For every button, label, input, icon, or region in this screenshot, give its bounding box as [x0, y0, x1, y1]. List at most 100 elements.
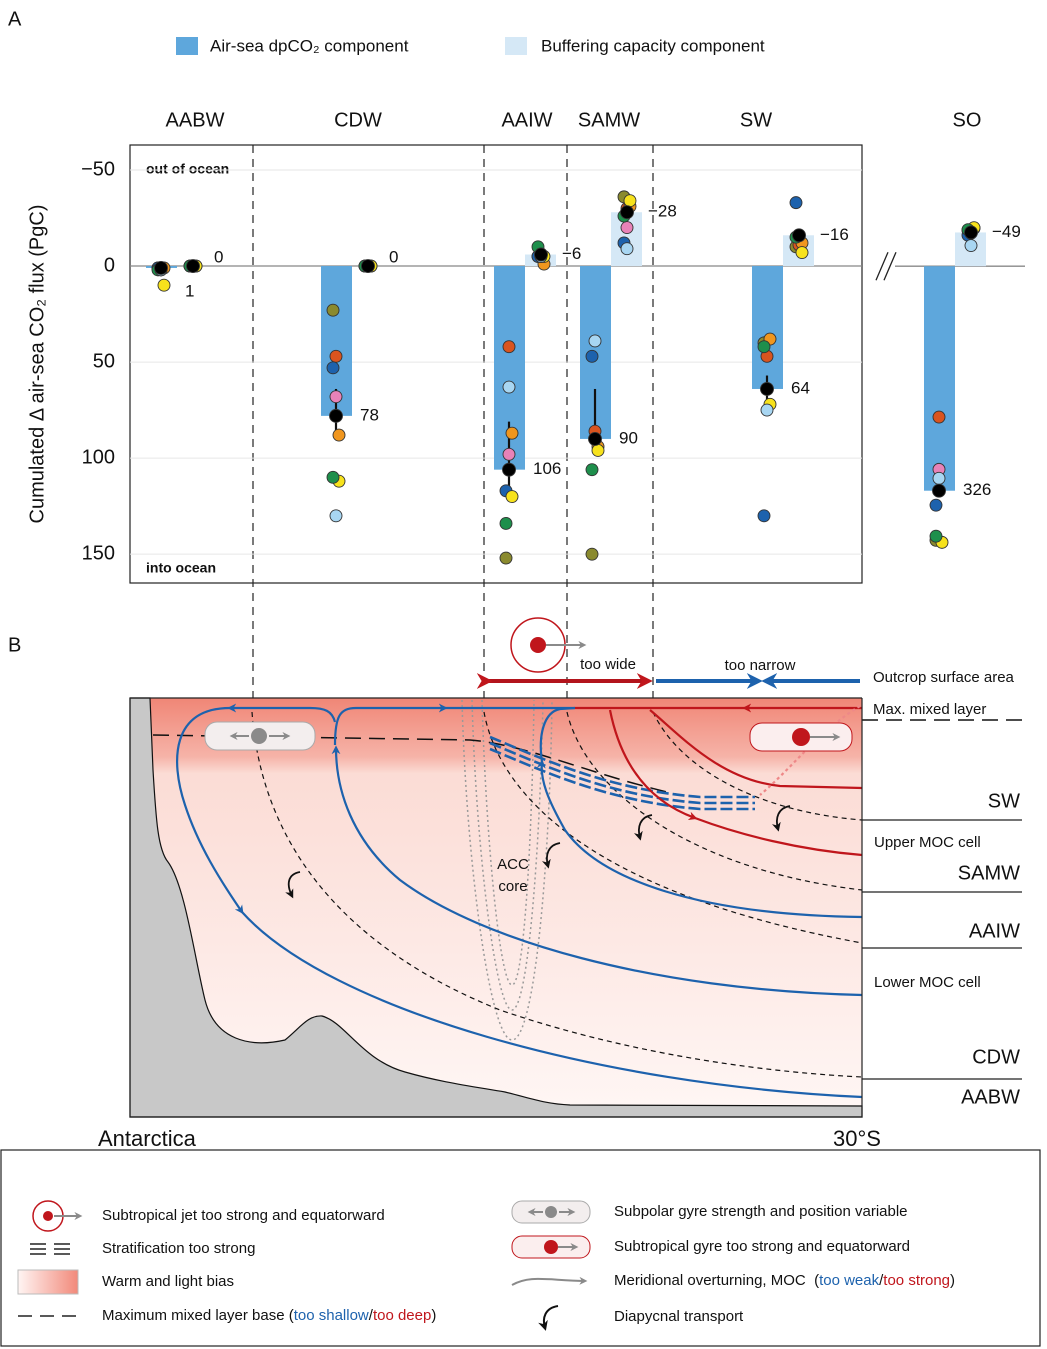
acc-core-contours — [471, 699, 544, 1011]
axis-break — [875, 251, 889, 281]
legend-text: too deep — [373, 1307, 431, 1324]
data-label: 106 — [533, 459, 561, 478]
legend-swatch — [505, 37, 527, 55]
data-label: −6 — [562, 244, 581, 263]
mean-point — [792, 228, 806, 243]
moc-weak — [539, 706, 576, 763]
legend-label: Air-sea dpCO₂ component — [210, 36, 409, 55]
diapycnal-arrow — [634, 814, 653, 841]
annotation: too wide — [580, 656, 636, 673]
stratification — [489, 735, 755, 799]
mean-point — [361, 259, 375, 273]
data-label: 0 — [389, 248, 398, 267]
model-point — [929, 529, 943, 543]
category-label: SO — [953, 109, 982, 131]
axis-break — [883, 251, 897, 281]
isopycnal — [251, 711, 863, 1078]
category-label: AAIW — [501, 109, 552, 131]
moc-strong — [608, 709, 698, 821]
annotation: Max. mixed layer — [873, 701, 986, 718]
legend-text: Meridional overturning, MOC ( — [614, 1272, 819, 1289]
moc-strong — [649, 709, 863, 790]
column-divider — [252, 145, 654, 740]
acc-core-contours — [461, 699, 553, 1041]
annotation: out of ocean — [146, 161, 229, 177]
moc-weak — [176, 703, 863, 1099]
moc-strong — [759, 705, 861, 796]
moc-strong — [575, 703, 863, 857]
legend-text: too weak — [819, 1272, 880, 1289]
moc-weak — [333, 703, 448, 746]
legend-label: Stratification too strong — [102, 1240, 255, 1257]
model-point — [505, 426, 519, 440]
model-point — [620, 242, 634, 256]
moc-weak — [536, 759, 863, 919]
moc-weak — [241, 911, 863, 1099]
category-label: SAMW — [578, 109, 640, 131]
bar — [924, 266, 955, 491]
model-point — [157, 278, 171, 292]
jet-icon — [530, 637, 546, 653]
legend-icons — [17, 1269, 79, 1295]
antarctica-shelf — [129, 697, 863, 1118]
model-point — [588, 334, 602, 348]
moc-weak — [176, 706, 244, 915]
legend-label: Buffering capacity component — [541, 36, 765, 55]
legend-icons — [544, 1240, 558, 1254]
model-point — [585, 349, 599, 363]
annotation: Lower MOC cell — [874, 974, 981, 991]
model-point — [932, 410, 946, 424]
diapycnal-arrow — [285, 871, 301, 899]
legend-text: too shallow — [294, 1307, 369, 1324]
stratification — [489, 747, 755, 811]
data-label: −28 — [648, 202, 677, 221]
y-tick-label: 0 — [104, 254, 115, 276]
water-mass-label: SW — [988, 790, 1020, 812]
legend-label: Diapycnal transport — [614, 1308, 744, 1325]
legend-label: Subpolar gyre strength and position vari… — [614, 1203, 908, 1220]
annotation: Upper MOC cell — [874, 834, 981, 851]
legend-icons — [545, 1206, 557, 1218]
data-label: 90 — [619, 428, 638, 447]
annotation: into ocean — [146, 560, 216, 576]
legend-label: Warm and light bias — [102, 1273, 234, 1290]
model-point — [623, 194, 637, 208]
model-point — [326, 361, 340, 375]
y-tick-label: 100 — [82, 446, 115, 468]
model-point — [329, 390, 343, 404]
legend: Air-sea dpCO₂ component Buffering capaci… — [176, 36, 765, 55]
model-point — [329, 509, 343, 523]
mean-point — [329, 408, 343, 423]
model-point — [585, 547, 599, 561]
model-point — [789, 196, 803, 210]
stratification — [489, 741, 755, 805]
frame — [862, 819, 1022, 1080]
data-label: 78 — [360, 405, 379, 424]
model-point — [499, 516, 513, 530]
model-point — [502, 447, 516, 461]
bar — [752, 266, 783, 389]
model-point — [620, 221, 634, 235]
model-point — [591, 443, 605, 457]
annotation: too narrow — [725, 657, 796, 674]
mean-point — [964, 225, 978, 240]
y-axis-label: Cumulated Δ air-sea CO₂ flux (PgC) — [26, 204, 48, 523]
stratification — [489, 735, 755, 811]
water-mass-label: AAIW — [969, 920, 1020, 942]
moc-strong — [694, 816, 863, 857]
legend-icons — [511, 1276, 588, 1286]
legend-label: Subtropical jet too strong and equatorwa… — [102, 1207, 385, 1224]
y-tick-label: 50 — [93, 350, 115, 372]
category-label: AABW — [166, 109, 225, 131]
model-point — [329, 349, 343, 363]
legend-text: Maximum mixed layer base ( — [102, 1307, 294, 1324]
model-point — [795, 246, 809, 260]
isopycnal — [483, 711, 863, 944]
model-point — [502, 340, 516, 354]
legend-label: Maximum mixed layer base (too shallow/to… — [102, 1307, 436, 1324]
data-label: −49 — [992, 222, 1021, 241]
y-tick-label: 150 — [82, 542, 115, 564]
diapycnal-arrow — [772, 805, 791, 832]
diapycnal-arrow — [542, 842, 561, 869]
legend-icons — [538, 1305, 559, 1331]
